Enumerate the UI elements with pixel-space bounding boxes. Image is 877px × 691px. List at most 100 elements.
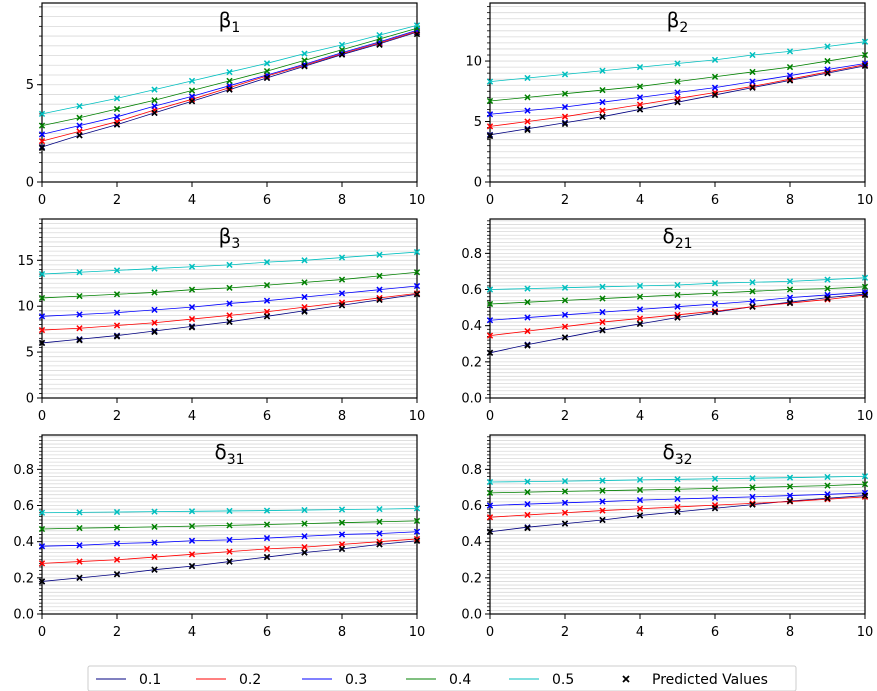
series-point-4 [599,487,606,494]
predicted-point [376,296,383,303]
series-point-5 [561,477,569,485]
series-point-3 [413,282,421,290]
series-point-5 [263,507,271,514]
predicted-point [76,574,83,582]
series-point-5 [636,282,644,290]
predicted-point [636,512,644,519]
series-point-2 [561,323,569,330]
series-point-2 [486,332,494,339]
series-point-4 [599,295,606,302]
series-point-2 [151,319,158,326]
series-point-3 [749,493,756,500]
y-tick-label: 0.6 [13,499,34,514]
series-point-4 [749,484,756,491]
x-tick-label: 6 [263,193,271,208]
series-point-3 [786,492,794,499]
series-point-4 [636,486,644,494]
panel-title-symbol: δ [662,440,674,464]
panel-title-subscript: 32 [675,452,693,468]
series-point-3 [599,308,606,316]
series-point-5 [861,38,869,45]
predicted-point [38,339,46,347]
series-point-5 [376,31,383,39]
series-point-3 [76,122,83,129]
series-point-4 [76,114,83,121]
predicted-point [301,308,308,315]
series-point-3 [636,306,644,313]
legend-label-1: 0.1 [139,672,161,688]
series-point-3 [786,72,794,79]
series-point-4 [151,523,158,530]
series-point-5 [561,71,569,78]
x-tick-label: 8 [338,193,346,208]
x-tick-label: 10 [409,409,426,424]
series-point-5 [674,476,681,483]
x-tick-label: 2 [561,409,569,424]
legend-frame [87,665,797,691]
predicted-point [338,51,346,58]
x-tick-label: 0 [486,193,494,208]
x-tick-label: 4 [188,193,196,208]
series-point-5 [711,56,719,63]
series-point-1 [524,125,531,132]
panel-title: δ31 [214,440,244,468]
series-point-2 [188,551,196,558]
series-point-3 [263,534,271,542]
series-point-5 [824,43,831,50]
predicted-point [749,501,756,508]
series-point-5 [76,102,83,110]
series-point-4 [76,292,83,300]
predicted-point [338,302,346,309]
series-point-3 [376,286,383,293]
x-tick-label: 4 [188,409,196,424]
series-point-3 [674,495,681,503]
x-tick-label: 10 [409,625,426,640]
series-point-4 [151,289,158,296]
series-point-3 [76,311,83,318]
series-point-3 [561,311,569,318]
series-point-3 [188,303,196,311]
x-tick-label: 0 [38,625,46,640]
series-point-5 [76,509,83,516]
x-tick-label: 4 [636,625,644,640]
gridlines [490,220,865,395]
series-point-5 [301,50,308,57]
series-point-3 [226,300,233,307]
series-point-5 [749,279,756,286]
x-tick-label: 0 [486,409,494,424]
x-tick-label: 8 [786,193,794,208]
panel-title-subscript: 3 [231,236,240,252]
series-point-5 [38,270,46,278]
predicted-point [76,337,83,344]
series-point-2 [749,500,756,507]
y-tick-label: 0.0 [461,608,482,623]
axes-frame [41,218,418,399]
series-point-5 [413,22,421,29]
series-point-5 [151,86,158,93]
predicted-point [263,313,271,320]
series-point-5 [486,478,494,486]
series-point-3 [113,540,121,547]
x-tick-label: 4 [636,409,644,424]
panel-title-subscript: 21 [675,236,693,252]
series-point-5 [338,41,346,48]
predicted-point [188,562,196,570]
series-point-2 [301,543,308,551]
series-point-3 [711,84,719,91]
predicted-point [486,349,494,356]
series-point-4 [561,297,569,304]
series-point-2 [599,318,606,326]
predicted-point [524,342,531,349]
predicted-point [674,314,681,321]
x-tick-label: 6 [711,409,719,424]
series-point-2 [599,507,606,514]
series-point-3 [561,103,569,111]
series-point-5 [113,508,121,516]
predicted-point [113,571,121,578]
series-point-5 [786,278,794,285]
x-tick-label: 8 [786,625,794,640]
predicted-point [561,120,569,128]
series-point-4 [561,488,569,495]
predicted-point [338,545,346,553]
series-point-3 [188,537,196,544]
